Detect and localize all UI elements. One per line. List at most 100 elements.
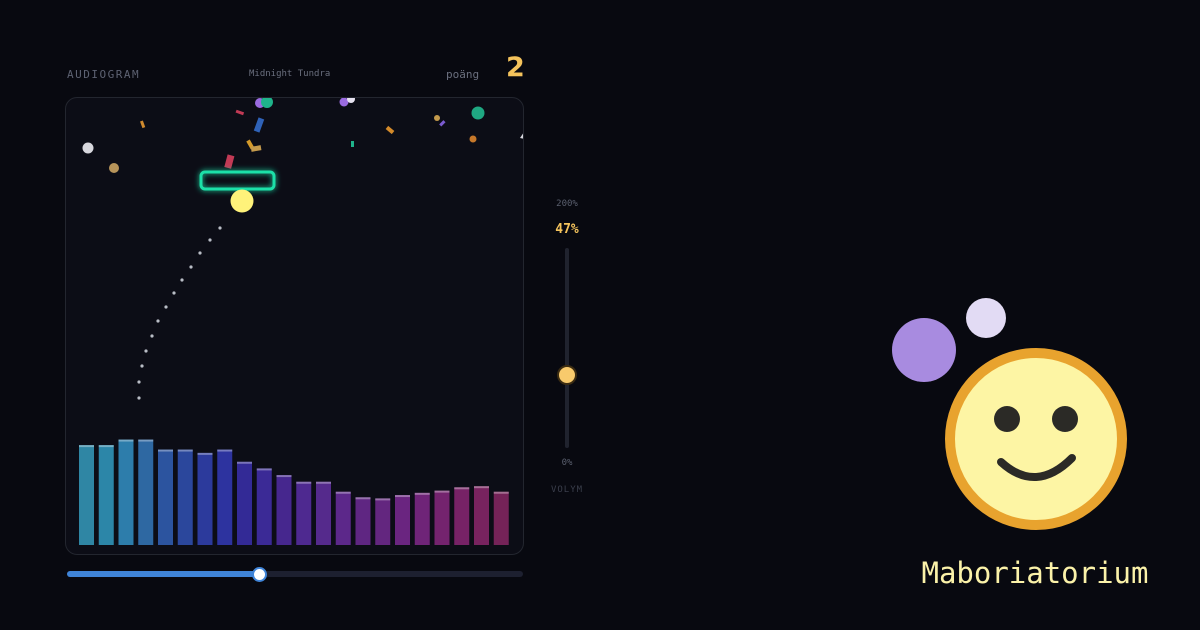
volume-label: VOLYM xyxy=(550,485,584,495)
spectrum-bar-cap xyxy=(316,481,331,484)
spectrum-bar xyxy=(493,491,509,545)
spectrum-bar xyxy=(158,449,173,545)
spectrum-bar xyxy=(296,481,312,545)
spectrum-bar-cap xyxy=(98,445,114,448)
spectrum-bar xyxy=(474,486,489,545)
spectrum-bar xyxy=(395,495,410,545)
volume-min-label: 0% xyxy=(561,458,573,468)
smiley-face-icon xyxy=(945,348,1127,530)
game-scene[interactable] xyxy=(66,98,524,555)
smiley-eye-left xyxy=(994,406,1020,432)
app-title: AUDIOGRAM xyxy=(67,68,141,81)
brand-mascot xyxy=(892,298,1127,530)
spectrum-bar xyxy=(98,445,114,545)
spectrum-bar-cap xyxy=(118,439,134,442)
audio-spectrum xyxy=(79,439,509,545)
seek-bar-fill xyxy=(67,571,259,577)
spectrum-bar-cap xyxy=(395,495,410,498)
trajectory-dot xyxy=(150,334,154,338)
spectrum-bar xyxy=(355,497,371,545)
seek-bar[interactable] xyxy=(67,567,523,582)
particle xyxy=(224,154,235,169)
score-value: 2 xyxy=(506,52,525,83)
spectrum-bar-cap xyxy=(296,481,312,484)
spectrum-bar-cap xyxy=(237,461,252,464)
trajectory-dot xyxy=(189,265,193,269)
spectrum-bar-cap xyxy=(138,439,154,442)
volume-handle[interactable] xyxy=(557,364,577,385)
particle xyxy=(520,133,523,139)
bubble-small xyxy=(966,298,1006,338)
spectrum-bar-cap xyxy=(256,468,272,471)
spectrum-bar-cap xyxy=(158,449,173,452)
confetti-particles xyxy=(82,98,523,173)
seek-handle[interactable] xyxy=(251,567,267,582)
spectrum-bar xyxy=(434,490,450,545)
spectrum-bar-cap xyxy=(493,491,509,494)
spectrum-bar-cap xyxy=(375,498,391,501)
particle xyxy=(250,145,262,152)
particle xyxy=(434,115,440,121)
spectrum-bar xyxy=(276,475,292,545)
volume-max-label: 200% xyxy=(556,199,578,209)
spectrum-bar-cap xyxy=(454,487,470,490)
volume-value: 47% xyxy=(555,222,579,237)
ball xyxy=(230,189,254,213)
spectrum-bar-cap xyxy=(414,492,430,495)
ball-trajectory xyxy=(137,226,222,400)
spectrum-bar xyxy=(177,449,193,545)
brand-name: Maboriatorium xyxy=(921,556,1149,590)
bubble-large xyxy=(892,318,956,382)
track-title: Midnight Tundra xyxy=(249,69,331,79)
spectrum-bar xyxy=(414,492,430,545)
score-label: poäng xyxy=(446,68,480,81)
spectrum-bar xyxy=(118,439,134,545)
particle xyxy=(261,98,273,108)
spectrum-bar xyxy=(375,498,391,545)
particle xyxy=(109,163,119,173)
spectrum-bar-cap xyxy=(197,452,213,455)
spectrum-bar xyxy=(335,491,351,545)
particle xyxy=(339,98,349,107)
spectrum-bar xyxy=(454,487,470,545)
trajectory-dot xyxy=(198,251,202,255)
trajectory-dot xyxy=(218,226,222,230)
smiley-eye-right xyxy=(1052,406,1078,432)
smiley-mouth xyxy=(997,454,1076,481)
trajectory-dot xyxy=(208,238,212,242)
spectrum-bar xyxy=(197,452,213,545)
spectrum-bar xyxy=(79,445,94,545)
particle xyxy=(140,120,146,129)
spectrum-bar xyxy=(316,481,331,545)
particle xyxy=(235,109,245,116)
trajectory-dot xyxy=(164,305,168,309)
particle xyxy=(471,106,485,120)
spectrum-bar-cap xyxy=(177,449,193,452)
trajectory-dot xyxy=(144,349,148,353)
trajectory-dot xyxy=(137,396,141,400)
particle xyxy=(351,141,354,147)
game-canvas[interactable] xyxy=(65,97,524,555)
particle xyxy=(439,120,446,127)
spectrum-bar-cap xyxy=(355,497,371,500)
particle xyxy=(385,125,395,135)
spectrum-bar-cap xyxy=(276,475,292,478)
trajectory-dot xyxy=(172,291,176,295)
particle xyxy=(253,117,265,133)
spectrum-bar xyxy=(256,468,272,545)
particle xyxy=(82,142,94,154)
particle xyxy=(347,98,355,103)
trajectory-dot xyxy=(180,278,184,282)
trajectory-dot xyxy=(140,364,144,368)
particle xyxy=(469,135,477,143)
spectrum-bar-cap xyxy=(335,491,351,494)
volume-slider[interactable] xyxy=(557,248,577,448)
spectrum-bar xyxy=(237,461,252,545)
spectrum-bar-cap xyxy=(79,445,94,448)
spectrum-bar-cap xyxy=(474,486,489,489)
spectrum-bar xyxy=(217,449,233,545)
spectrum-bar-cap xyxy=(217,449,233,452)
paddle[interactable] xyxy=(199,170,276,191)
spectrum-bar-cap xyxy=(434,490,450,493)
trajectory-dot xyxy=(137,380,141,384)
